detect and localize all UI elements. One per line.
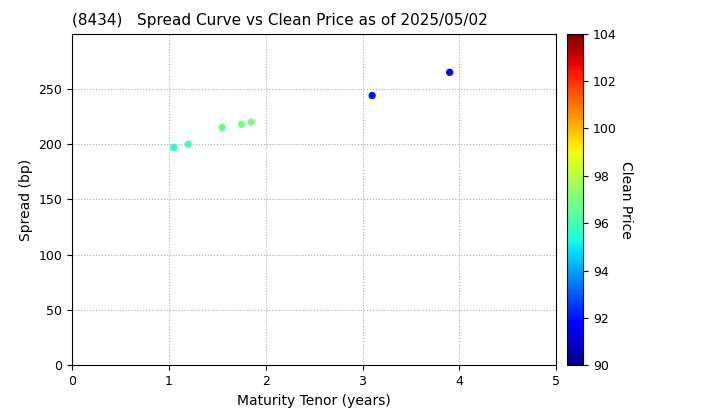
Point xyxy=(444,69,456,76)
Y-axis label: Clean Price: Clean Price xyxy=(619,160,634,239)
Y-axis label: Spread (bp): Spread (bp) xyxy=(19,158,33,241)
Point xyxy=(366,92,378,99)
Text: (8434)   Spread Curve vs Clean Price as of 2025/05/02: (8434) Spread Curve vs Clean Price as of… xyxy=(72,13,487,28)
Point xyxy=(182,141,194,147)
Point xyxy=(168,144,179,151)
Point xyxy=(216,124,228,131)
Point xyxy=(246,119,257,126)
Point xyxy=(235,121,247,128)
X-axis label: Maturity Tenor (years): Maturity Tenor (years) xyxy=(237,394,391,408)
